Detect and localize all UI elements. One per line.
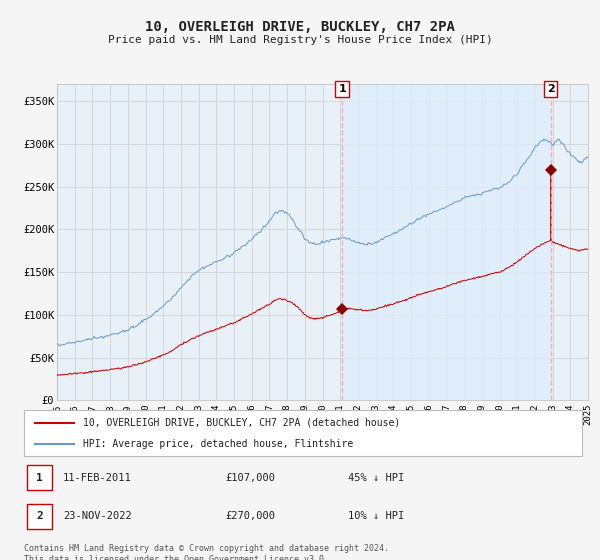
FancyBboxPatch shape: [24, 410, 582, 456]
Text: £107,000: £107,000: [225, 473, 275, 483]
FancyBboxPatch shape: [27, 465, 52, 489]
Text: Price paid vs. HM Land Registry's House Price Index (HPI): Price paid vs. HM Land Registry's House …: [107, 35, 493, 45]
Text: 10% ↓ HPI: 10% ↓ HPI: [347, 511, 404, 521]
Text: 45% ↓ HPI: 45% ↓ HPI: [347, 473, 404, 483]
Text: HPI: Average price, detached house, Flintshire: HPI: Average price, detached house, Flin…: [83, 439, 353, 449]
Text: 11-FEB-2011: 11-FEB-2011: [63, 473, 132, 483]
Text: 1: 1: [338, 84, 346, 94]
Text: 2: 2: [36, 511, 43, 521]
Text: Contains HM Land Registry data © Crown copyright and database right 2024.
This d: Contains HM Land Registry data © Crown c…: [24, 544, 389, 560]
Text: 23-NOV-2022: 23-NOV-2022: [63, 511, 132, 521]
Text: 2: 2: [547, 84, 555, 94]
Text: £270,000: £270,000: [225, 511, 275, 521]
Text: 1: 1: [36, 473, 43, 483]
Text: 10, OVERLEIGH DRIVE, BUCKLEY, CH7 2PA (detached house): 10, OVERLEIGH DRIVE, BUCKLEY, CH7 2PA (d…: [83, 418, 400, 428]
FancyBboxPatch shape: [27, 505, 52, 529]
Text: 10, OVERLEIGH DRIVE, BUCKLEY, CH7 2PA: 10, OVERLEIGH DRIVE, BUCKLEY, CH7 2PA: [145, 20, 455, 34]
Bar: [342, 84, 551, 400]
